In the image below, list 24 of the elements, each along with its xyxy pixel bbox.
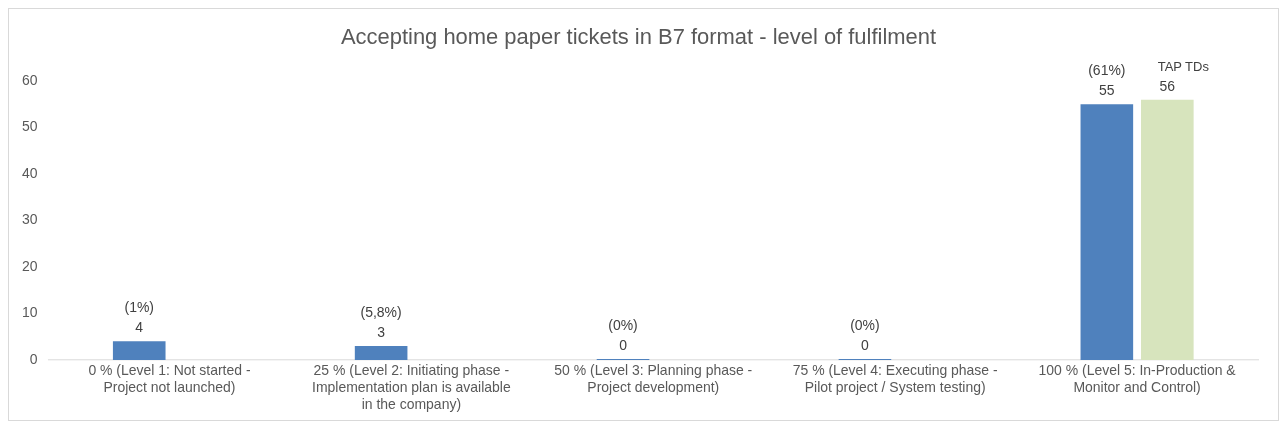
data-label: (5,8%) 3 [360,303,402,340]
series-label: TAP TDs [1157,58,1209,74]
data-label: (1%) 4 [124,299,154,336]
y-tick-label: 60 [21,71,38,88]
data-label: (0%) 0 [850,316,880,353]
x-tick-label: 0 % (Level 1: Not started - Project not launched) [88,362,251,395]
y-tick-label: 20 [21,257,38,274]
data-label: (0%) 0 [608,316,638,353]
x-tick-label: 75 % (Level 4: Executing phase - Pilot project / System testing) [792,362,998,395]
y-tick-label: 0 [29,350,38,367]
x-tick-label: 100 % (Level 5: In-Production & Monitor and Control) [1038,362,1237,395]
bar [354,345,408,360]
bar [1141,99,1194,360]
bar [1080,104,1134,360]
chart-title: Accepting home paper tickets in B7 format - level of fulfilment [340,24,937,50]
y-tick-label: 50 [21,118,38,135]
y-tick-label: 40 [21,164,38,181]
y-tick-label: 30 [21,211,38,228]
bar [112,341,166,360]
data-label: (61%) 55 [1088,62,1126,99]
x-tick-label: 25 % (Level 2: Initiating phase - Implementation plan is available in the company) [312,362,511,412]
y-tick-label: 10 [21,304,38,321]
data-label: 56 [1159,77,1176,94]
x-tick-label: 50 % (Level 3: Planning phase - Project development) [554,362,753,395]
